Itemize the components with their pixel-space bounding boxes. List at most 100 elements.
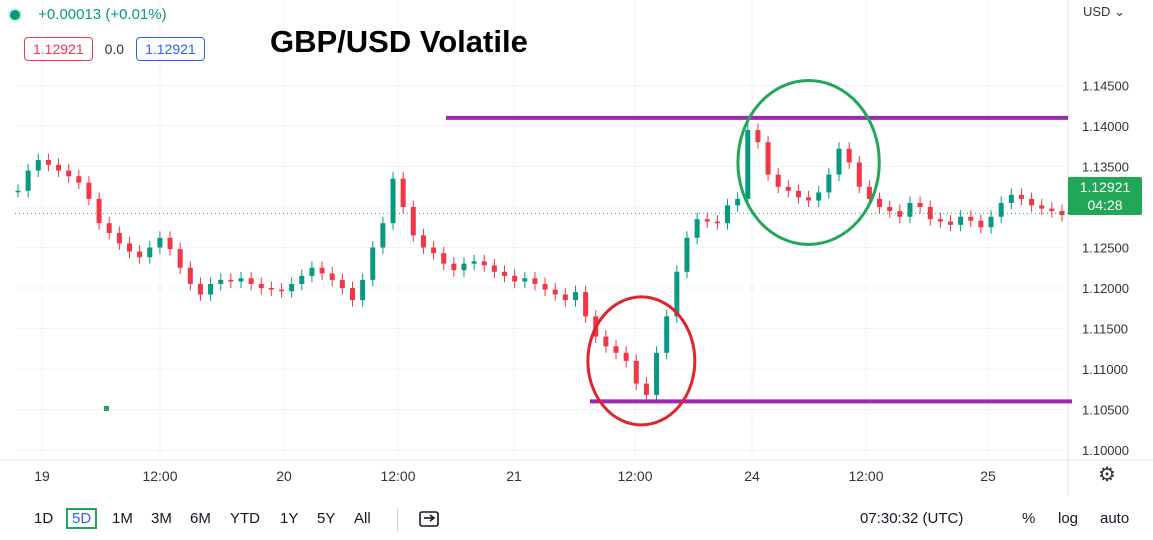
bid-ask-panel: 1.12921 0.0 1.12921 <box>24 37 205 61</box>
candle-body <box>572 292 578 301</box>
candle-body <box>167 237 173 250</box>
candle-body <box>25 170 31 191</box>
log-toggle[interactable]: log <box>1058 510 1079 527</box>
candle-body <box>826 174 832 193</box>
candle-body <box>917 202 923 207</box>
candle-body <box>339 279 345 288</box>
x-tick-label: 12:00 <box>848 468 883 484</box>
candle-body <box>390 178 396 224</box>
candle-body <box>735 198 741 206</box>
candle-body <box>187 267 193 284</box>
chart-title: GBP/USD Volatile <box>270 24 528 59</box>
candle-body <box>866 186 872 199</box>
x-tick-label: 12:00 <box>380 468 415 484</box>
candle-body <box>1018 194 1024 199</box>
candle-body <box>968 216 974 221</box>
candle-body <box>177 249 183 268</box>
range-1m[interactable]: 1M <box>112 510 133 527</box>
candle-body <box>268 288 274 290</box>
percent-toggle[interactable]: % <box>1022 510 1036 527</box>
candle-body <box>745 130 751 199</box>
candle-body <box>228 279 234 282</box>
x-tick-label: 19 <box>34 468 50 484</box>
candle-body <box>795 190 801 198</box>
candle-body <box>583 292 589 317</box>
candle-body <box>846 148 852 163</box>
candle-body <box>542 283 548 290</box>
y-tick-label: 1.14500 <box>1082 79 1129 94</box>
range-all[interactable]: All <box>354 510 371 527</box>
candle-body <box>431 247 437 254</box>
current-price-value: 1.12921 <box>1079 179 1131 195</box>
y-tick-label: 1.11000 <box>1082 362 1128 377</box>
date-range-icon[interactable] <box>418 510 440 528</box>
candle-body <box>887 207 893 212</box>
candle-body <box>1049 208 1055 212</box>
candle-body <box>623 352 629 361</box>
price-axis: 1.145001.140001.135001.130001.125001.120… <box>1082 79 1129 459</box>
candle-body <box>96 198 102 224</box>
candle-body <box>45 160 51 165</box>
range-5d[interactable]: 5D <box>66 508 98 529</box>
candle-body <box>319 267 325 274</box>
range-3m[interactable]: 3M <box>151 510 172 527</box>
candle-body <box>491 265 497 272</box>
ask-button[interactable]: 1.12921 <box>136 37 205 61</box>
currency-selector[interactable]: USD ⌄ <box>1083 4 1125 20</box>
candle-body <box>714 221 720 224</box>
change-legend: +0.00013 (+0.01%) <box>10 6 167 23</box>
chevron-down-icon: ⌄ <box>1114 4 1125 19</box>
candle-body <box>349 288 355 301</box>
candle-body <box>836 148 842 175</box>
candle-body <box>664 316 670 353</box>
price-series <box>15 123 1065 402</box>
candle-body <box>633 360 639 384</box>
candle-body <box>694 219 700 238</box>
range-5y[interactable]: 5Y <box>317 510 336 527</box>
candle-body <box>643 383 649 395</box>
candle-body <box>481 261 487 266</box>
settings-gear-icon[interactable]: ⚙ <box>1098 464 1116 486</box>
candle-body <box>1008 194 1014 203</box>
x-tick-label: 12:00 <box>617 468 652 484</box>
candle-body <box>218 279 224 284</box>
candle-body <box>856 162 862 187</box>
price-change: +0.00013 (+0.01%) <box>38 6 167 23</box>
range-ytd[interactable]: YTD <box>230 510 260 527</box>
candle-body <box>279 289 285 292</box>
candle-body <box>400 178 406 207</box>
candle-body <box>309 267 315 276</box>
bottom-toolbar: 1D 5D 1M 3M 6M YTD 1Y 5Y All 07:30:32 (U… <box>0 500 1153 540</box>
candle-body <box>1029 198 1035 206</box>
candle-body <box>978 220 984 228</box>
range-6m[interactable]: 6M <box>190 510 211 527</box>
currency-label: USD <box>1083 4 1111 19</box>
range-1d[interactable]: 1D <box>34 510 54 527</box>
candle-body <box>765 142 771 175</box>
candle-body <box>35 160 41 171</box>
candle-body <box>197 283 203 295</box>
bid-button[interactable]: 1.12921 <box>24 37 93 61</box>
y-tick-label: 1.12500 <box>1082 241 1129 256</box>
candle-body <box>562 294 568 301</box>
y-tick-label: 1.13500 <box>1082 160 1129 175</box>
range-1y[interactable]: 1Y <box>280 510 299 527</box>
candle-body <box>461 263 467 271</box>
candle-body <box>329 273 335 280</box>
candle-body <box>86 182 92 199</box>
candle-body <box>775 174 781 187</box>
candle-body <box>958 216 964 225</box>
candle-body <box>116 232 122 244</box>
candle-body <box>937 219 943 222</box>
candle-body <box>988 216 994 228</box>
candle-body <box>248 278 254 284</box>
clock-time[interactable]: 07:30:32 (UTC) <box>860 510 964 527</box>
candle-body <box>502 271 508 276</box>
price-chart[interactable]: 1.145001.140001.135001.130001.125001.120… <box>0 0 1153 500</box>
candle-body <box>674 271 680 317</box>
candle-body <box>157 237 163 248</box>
candle-body <box>816 192 822 201</box>
candle-body <box>258 283 264 288</box>
auto-toggle[interactable]: auto <box>1100 510 1130 527</box>
candle-body <box>806 197 812 201</box>
